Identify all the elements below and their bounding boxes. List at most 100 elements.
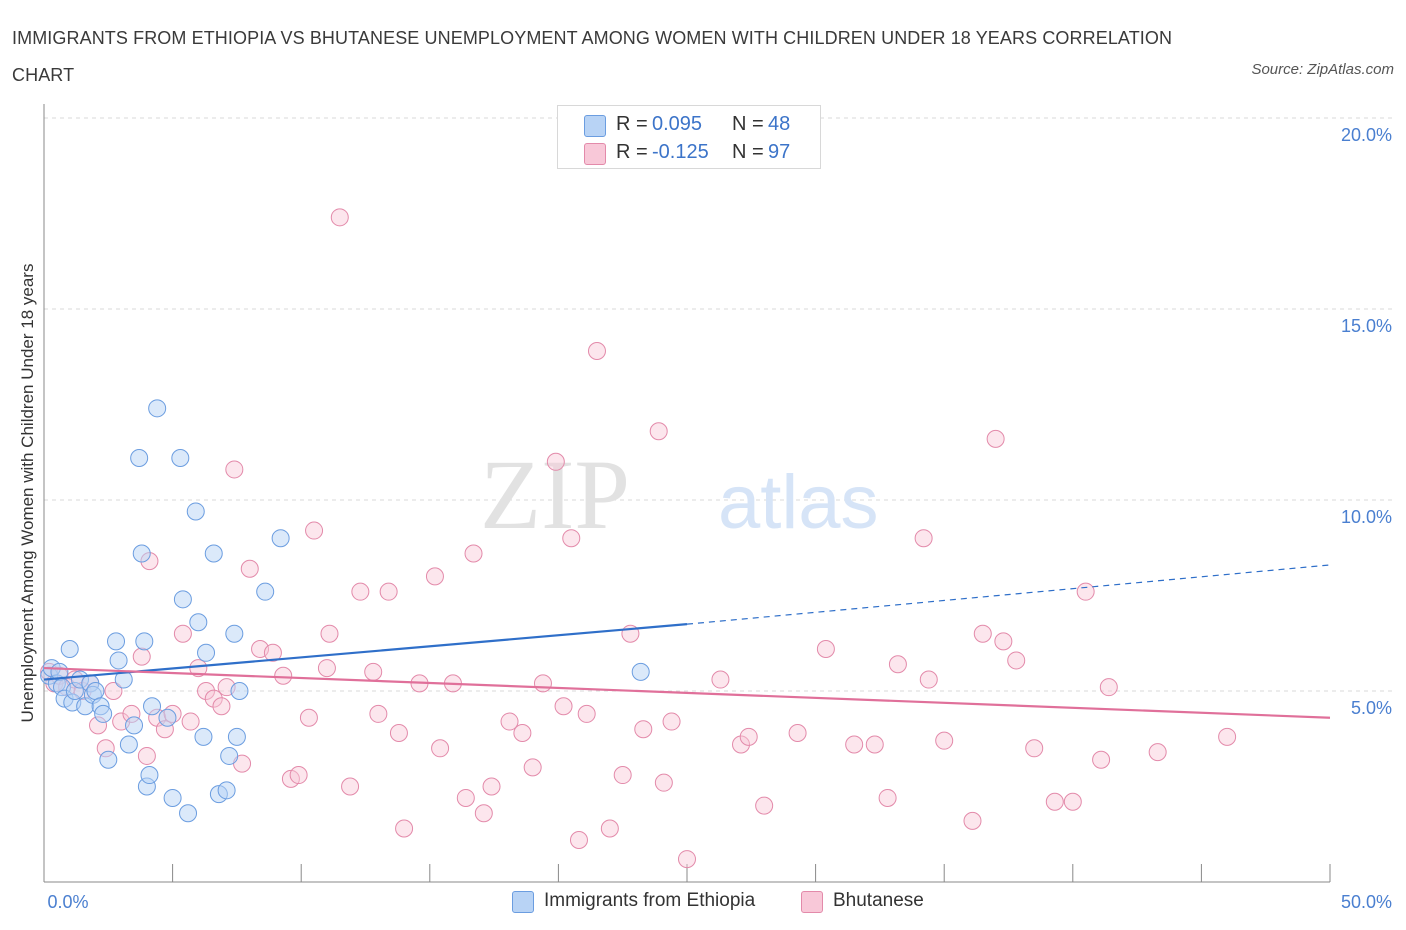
ethiopia-point xyxy=(148,399,167,418)
ethiopia-point xyxy=(225,624,244,643)
y-tick-label: 5.0% xyxy=(1351,698,1392,718)
bhutanese-point xyxy=(1099,678,1118,697)
ethiopia-swatch xyxy=(512,891,534,913)
bhutanese-point xyxy=(225,460,244,479)
ethiopia-point xyxy=(171,448,190,467)
bhutanese-point xyxy=(379,582,398,601)
ethiopia-point xyxy=(631,662,650,681)
bhutanese-point xyxy=(513,724,532,743)
bhutanese-point xyxy=(240,559,259,578)
bhutanese-point xyxy=(263,643,282,662)
bhutanese-point xyxy=(1045,792,1064,811)
bhutanese-swatch xyxy=(801,891,823,913)
ethiopia-point xyxy=(119,735,138,754)
bhutanese-point xyxy=(788,724,807,743)
r-value: 0.095 xyxy=(652,113,703,135)
y-tick-label: 15.0% xyxy=(1341,316,1392,336)
ethiopia-point xyxy=(204,544,223,563)
series-legend: Immigrants from Ethiopia Bhutanese xyxy=(0,890,1406,916)
bhutanese-point xyxy=(1007,651,1026,670)
ethiopia-point xyxy=(271,529,290,548)
bhutanese-point xyxy=(986,429,1005,448)
bhutanese-point xyxy=(554,697,573,716)
ethiopia-point xyxy=(189,613,208,632)
bhutanese-point xyxy=(364,662,383,681)
bhutanese-point xyxy=(587,342,606,361)
bhutanese-point xyxy=(732,735,751,754)
bhutanese-point xyxy=(274,666,293,685)
bhutanese-point xyxy=(320,624,339,643)
bhutanese-point xyxy=(173,624,192,643)
ethiopia-point xyxy=(109,651,128,670)
bhutanese-point xyxy=(431,739,450,758)
trend-lines xyxy=(43,564,1331,719)
bhutanese-point xyxy=(649,422,668,441)
n-label: N = xyxy=(732,141,764,163)
ethiopia-point xyxy=(132,544,151,563)
bhutanese-point xyxy=(816,639,835,658)
ethiopia-point xyxy=(256,582,275,601)
bhutanese-point xyxy=(919,670,938,689)
ethiopia-point xyxy=(143,697,162,716)
bhutanese-point xyxy=(341,777,360,796)
bhutanese-point xyxy=(878,788,897,807)
bhutanese-point xyxy=(569,830,588,849)
y-axis-label: Unemployment Among Women with Children U… xyxy=(18,264,37,723)
bhutanese-point xyxy=(523,758,542,777)
ethiopia-point xyxy=(94,704,113,723)
bhutanese-point xyxy=(197,682,216,700)
bhutanese-point xyxy=(181,712,200,731)
ethiopia-trend-extension xyxy=(686,564,1331,625)
y-tick-label: 10.0% xyxy=(1341,507,1392,527)
bhutanese-point xyxy=(577,704,596,723)
bhutanese-point xyxy=(533,674,552,693)
bhutanese-point xyxy=(1025,739,1044,758)
bhutanese-point xyxy=(212,697,231,716)
bhutanese-point xyxy=(662,712,681,731)
bhutanese-point xyxy=(888,655,907,674)
bhutanese-point xyxy=(289,766,308,785)
bhutanese-point xyxy=(1076,582,1095,601)
ethiopia-point xyxy=(173,590,192,609)
ethiopia-point xyxy=(158,708,177,727)
bhutanese-point xyxy=(425,567,444,586)
bhutanese-point xyxy=(305,521,324,540)
axes xyxy=(43,104,1331,883)
x-tick-label: 0.0% xyxy=(47,892,88,912)
bhutanese-point xyxy=(464,544,483,563)
r-label: R = xyxy=(616,113,648,135)
ethiopia-point xyxy=(125,716,144,735)
bhutanese-point xyxy=(369,704,388,723)
bhutanese-point xyxy=(500,712,519,731)
bhutanese-point xyxy=(482,777,501,796)
bhutanese-swatch xyxy=(584,143,606,165)
ethiopia-point xyxy=(227,727,246,746)
ethiopia-point xyxy=(197,643,216,662)
bhutanese-point xyxy=(299,708,318,727)
bhutanese-point xyxy=(1218,727,1237,746)
bhutanese-point xyxy=(739,727,758,746)
bhutanese-point xyxy=(1063,792,1082,811)
bhutanese-point xyxy=(389,724,408,743)
bhutanese-point xyxy=(678,850,696,869)
bhutanese-point xyxy=(474,804,493,823)
bhutanese-point xyxy=(994,632,1013,651)
ethiopia-point xyxy=(135,632,154,651)
watermark-atlas: atlas xyxy=(718,460,879,545)
ethiopia-point xyxy=(186,502,205,521)
bhutanese-point xyxy=(104,682,123,700)
bhutanese-point xyxy=(1148,743,1167,762)
bhutanese-point xyxy=(711,670,730,689)
ethiopia-point xyxy=(86,682,105,700)
n-label: N = xyxy=(732,113,764,135)
ethiopia-point xyxy=(130,448,149,467)
watermark-zip: ZIP xyxy=(480,439,630,550)
bhutanese-point xyxy=(317,659,336,678)
bhutanese-point xyxy=(546,452,565,471)
bhutanese-point xyxy=(204,689,223,708)
bhutanese-point xyxy=(865,735,884,754)
bhutanese-points xyxy=(40,208,1237,869)
ethiopia-point xyxy=(163,788,182,807)
bhutanese-point xyxy=(973,624,992,643)
